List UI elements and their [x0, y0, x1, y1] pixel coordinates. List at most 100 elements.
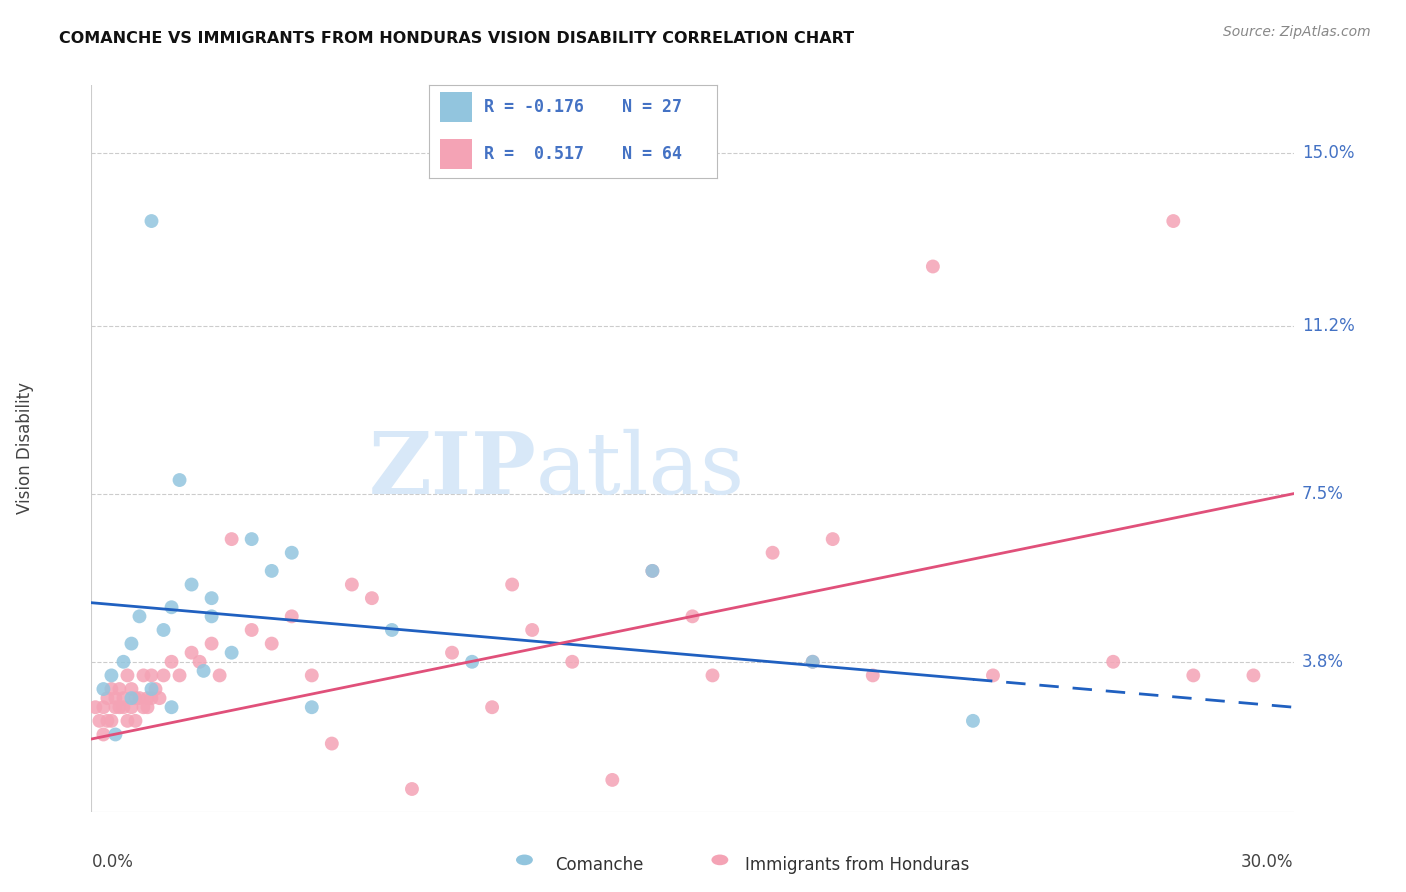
- Point: [561, 655, 583, 669]
- Point: [121, 681, 143, 696]
- Point: [602, 772, 624, 787]
- Point: [96, 714, 118, 728]
- Point: [208, 668, 231, 682]
- Point: [501, 577, 523, 591]
- Point: [93, 727, 115, 741]
- Point: [112, 655, 135, 669]
- Point: [148, 691, 170, 706]
- Point: [104, 691, 127, 706]
- Point: [1102, 655, 1125, 669]
- Text: atlas: atlas: [536, 428, 745, 512]
- Text: 11.2%: 11.2%: [1302, 317, 1354, 334]
- Point: [1243, 668, 1265, 682]
- Point: [301, 700, 323, 714]
- Point: [160, 600, 183, 615]
- Point: [112, 700, 135, 714]
- Point: [201, 637, 224, 651]
- Point: [962, 714, 984, 728]
- Text: N = 27: N = 27: [621, 98, 682, 116]
- Point: [981, 668, 1004, 682]
- Text: COMANCHE VS IMMIGRANTS FROM HONDURAS VISION DISABILITY CORRELATION CHART: COMANCHE VS IMMIGRANTS FROM HONDURAS VIS…: [59, 31, 855, 46]
- Point: [152, 668, 174, 682]
- Point: [128, 691, 150, 706]
- Point: [821, 532, 844, 546]
- Point: [641, 564, 664, 578]
- Point: [89, 714, 111, 728]
- Text: 15.0%: 15.0%: [1302, 144, 1354, 161]
- Point: [1182, 668, 1205, 682]
- Point: [201, 609, 224, 624]
- Point: [169, 668, 191, 682]
- Point: [681, 609, 703, 624]
- Text: N = 64: N = 64: [621, 145, 682, 163]
- Point: [260, 564, 283, 578]
- Point: [141, 681, 163, 696]
- Point: [221, 646, 243, 660]
- Point: [240, 623, 263, 637]
- Text: ZIP: ZIP: [368, 428, 536, 512]
- Point: [321, 737, 343, 751]
- Text: Vision Disability: Vision Disability: [15, 383, 34, 514]
- Point: [124, 714, 146, 728]
- Point: [100, 681, 122, 696]
- Point: [136, 691, 159, 706]
- Point: [641, 564, 664, 578]
- Text: Comanche: Comanche: [555, 856, 644, 874]
- Point: [180, 577, 202, 591]
- Point: [160, 655, 183, 669]
- Point: [281, 546, 304, 560]
- Point: [281, 609, 304, 624]
- Text: 30.0%: 30.0%: [1241, 853, 1294, 871]
- Point: [188, 655, 211, 669]
- Point: [112, 691, 135, 706]
- Point: [124, 691, 146, 706]
- Point: [136, 700, 159, 714]
- Text: 7.5%: 7.5%: [1302, 484, 1344, 503]
- Text: 3.8%: 3.8%: [1302, 653, 1344, 671]
- Point: [801, 655, 824, 669]
- Point: [141, 668, 163, 682]
- Point: [260, 637, 283, 651]
- Point: [121, 700, 143, 714]
- Point: [193, 664, 215, 678]
- Text: R = -0.176: R = -0.176: [484, 98, 583, 116]
- Point: [152, 623, 174, 637]
- Point: [401, 782, 423, 797]
- Text: R =  0.517: R = 0.517: [484, 145, 583, 163]
- Point: [100, 714, 122, 728]
- Point: [117, 668, 139, 682]
- Point: [169, 473, 191, 487]
- Point: [481, 700, 503, 714]
- Point: [128, 609, 150, 624]
- Point: [801, 655, 824, 669]
- Point: [96, 691, 118, 706]
- Point: [360, 591, 382, 606]
- Point: [441, 646, 464, 660]
- Point: [100, 668, 122, 682]
- Point: [141, 214, 163, 228]
- Text: Immigrants from Honduras: Immigrants from Honduras: [745, 856, 970, 874]
- Point: [221, 532, 243, 546]
- Point: [132, 668, 155, 682]
- Point: [240, 532, 263, 546]
- Point: [132, 700, 155, 714]
- Point: [160, 700, 183, 714]
- Point: [93, 681, 115, 696]
- Point: [121, 691, 143, 706]
- Point: [922, 260, 945, 274]
- Point: [340, 577, 363, 591]
- Point: [108, 700, 131, 714]
- Point: [702, 668, 724, 682]
- Point: [93, 700, 115, 714]
- Point: [180, 646, 202, 660]
- Point: [145, 681, 167, 696]
- Point: [461, 655, 484, 669]
- Point: [108, 681, 131, 696]
- Point: [520, 623, 543, 637]
- Text: 0.0%: 0.0%: [91, 853, 134, 871]
- Point: [862, 668, 884, 682]
- Point: [121, 637, 143, 651]
- Point: [301, 668, 323, 682]
- Point: [201, 591, 224, 606]
- Bar: [440, 139, 472, 169]
